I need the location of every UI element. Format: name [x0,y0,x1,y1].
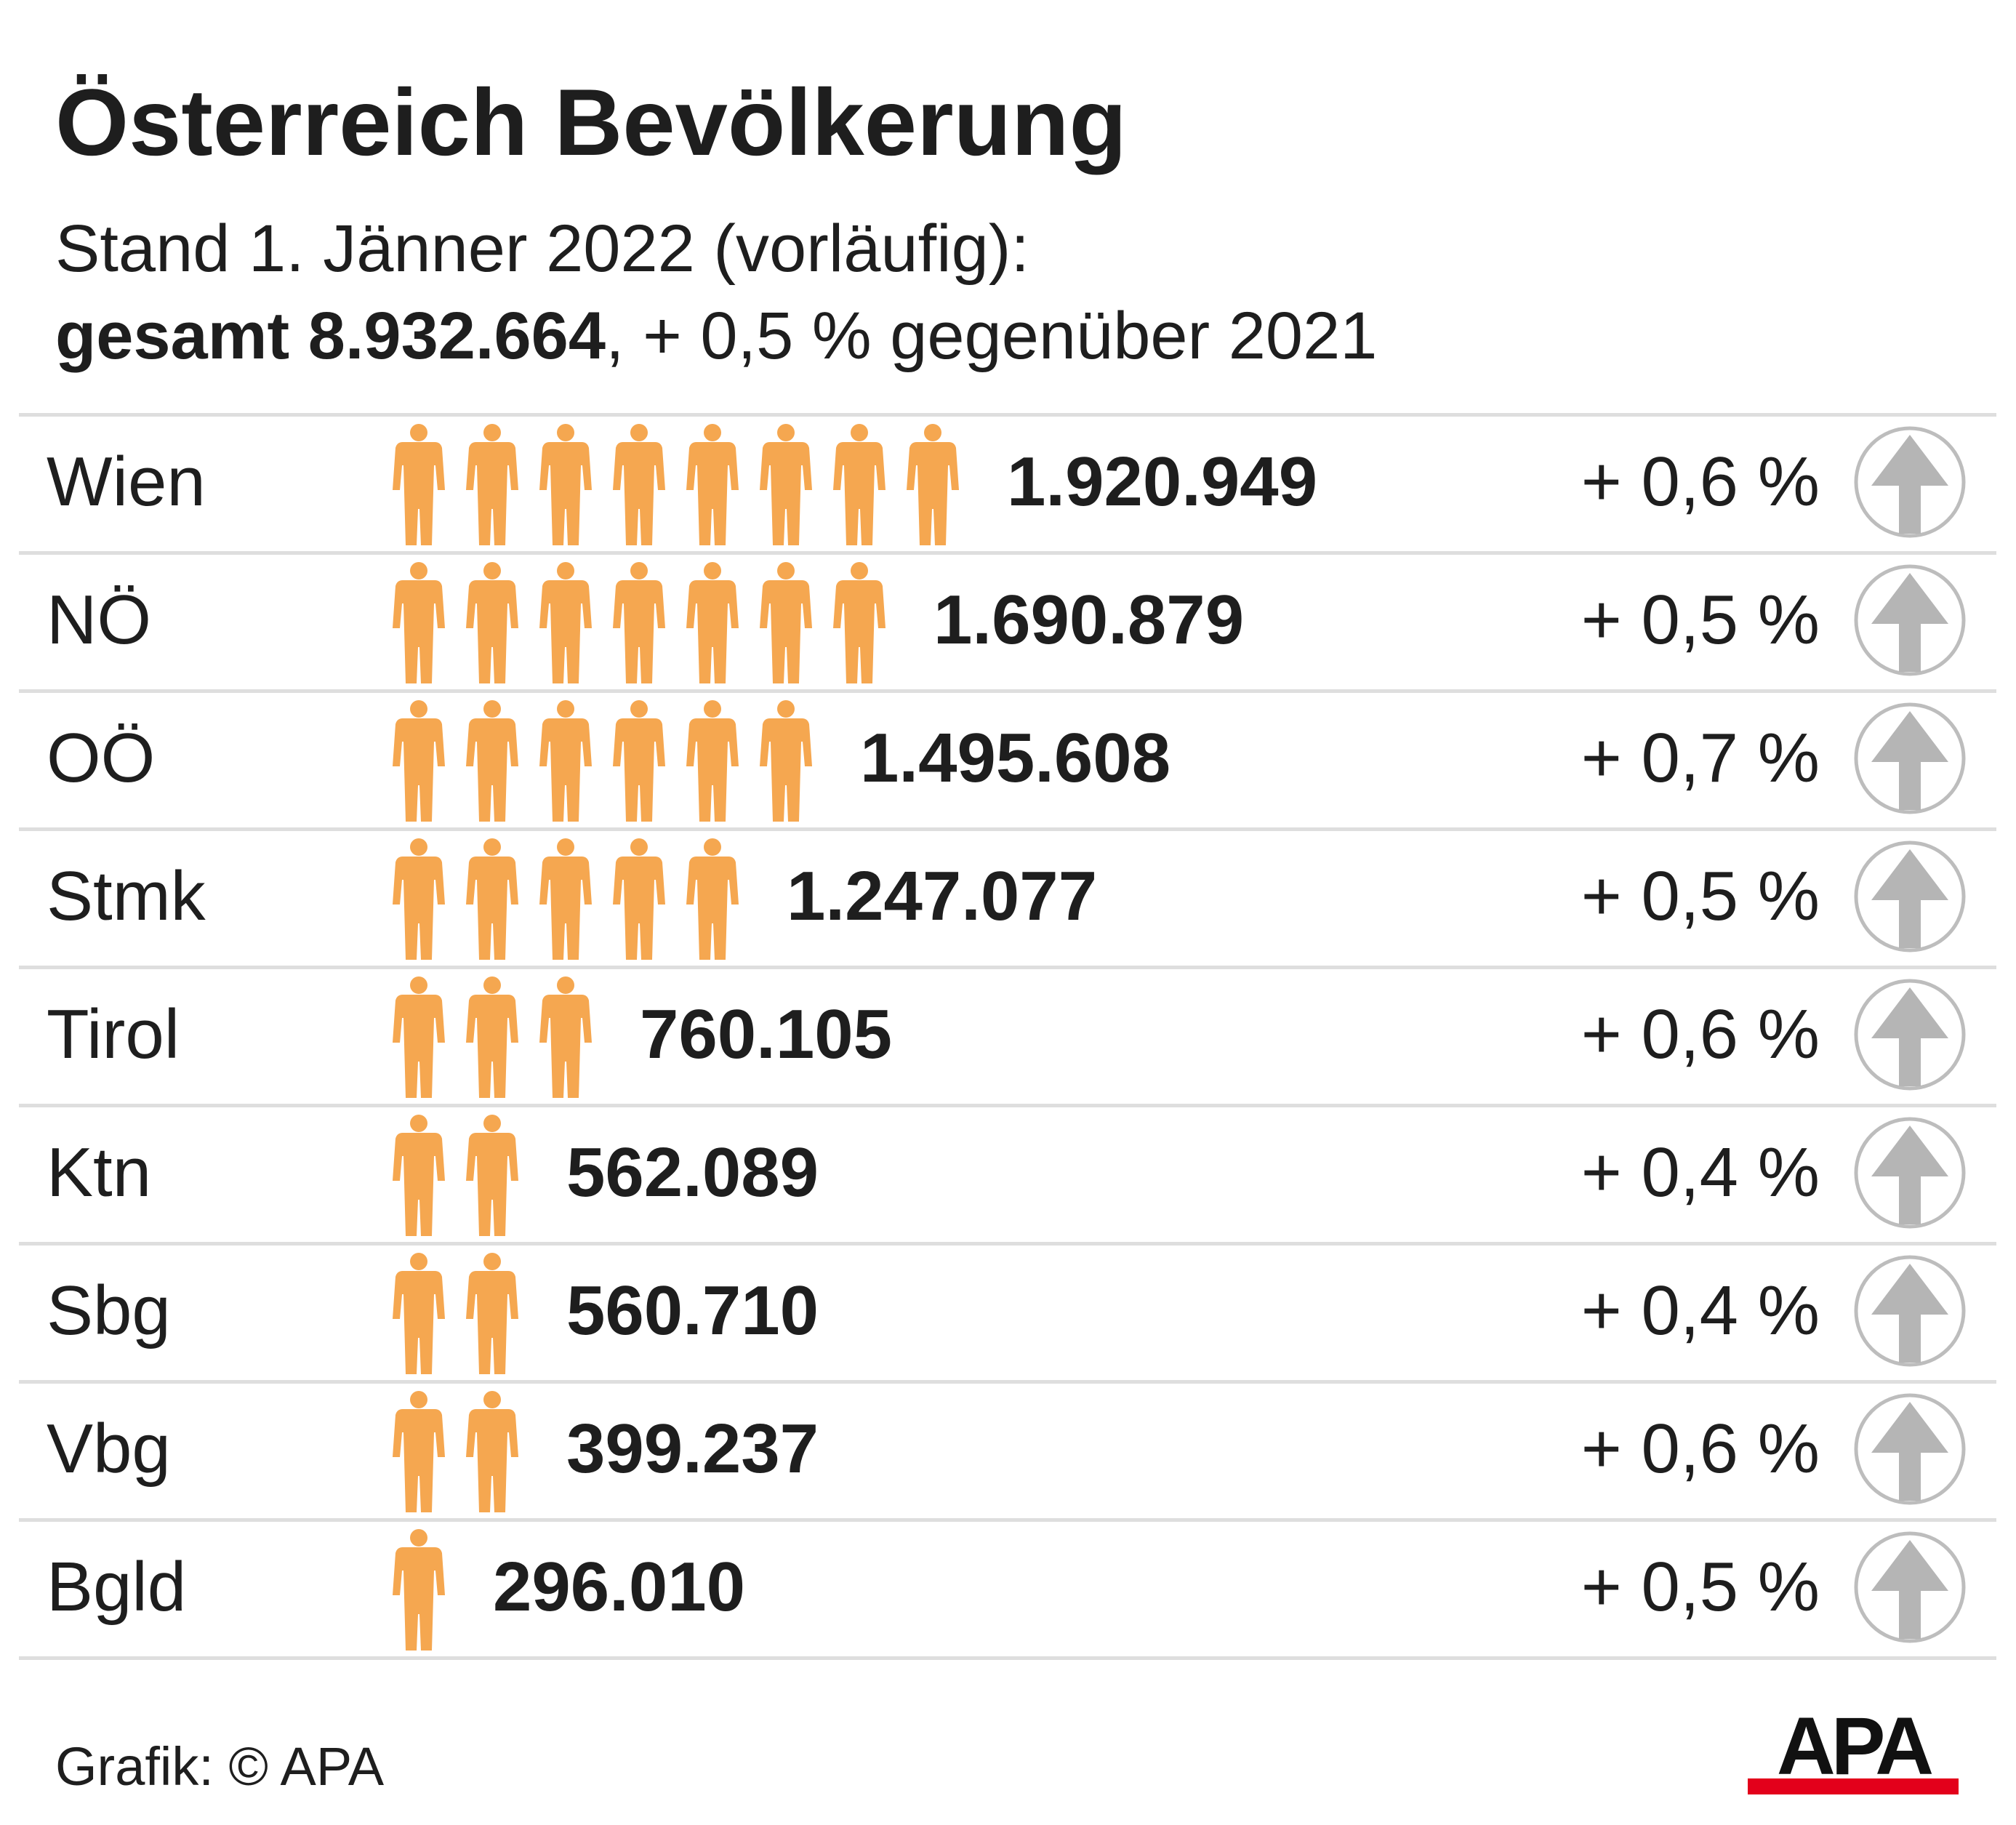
chart-subtitle: Stand 1. Jänner 2022 (vorläufig): [55,212,1029,286]
person-icon [613,562,665,683]
change-percent: + 0,6 % [1581,1410,1820,1488]
total-change: , + 0,5 % gegenüber 2021 [605,299,1378,373]
person-icon [686,424,739,545]
person-icon [393,562,445,683]
region-label: Sbg [47,1272,171,1349]
person-icon [393,1391,445,1512]
region-label: OÖ [47,719,156,797]
region-label: Wien [47,443,206,521]
person-icon [466,1253,518,1374]
arrow-up-icon [1854,841,1966,952]
change-percent: + 0,4 % [1581,1272,1820,1349]
person-icon [686,562,739,683]
region-label: Stmk [47,857,206,935]
person-icon [393,1115,445,1236]
arrow-up-icon [1854,979,1966,1091]
apa-logo: APA [1748,1701,1959,1794]
row-separator [19,551,1996,555]
population-value: 560.710 [566,1272,819,1349]
region-label: Ktn [47,1134,152,1211]
total-line: gesamt 8.932.664, + 0,5 % gegenüber 2021 [55,292,1377,380]
arrow-up-icon [1854,1117,1966,1229]
person-icon [393,1253,445,1374]
source-credit: Grafik: © APA [55,1736,385,1797]
total-value: gesamt 8.932.664 [55,299,606,373]
apa-logo-bar [1748,1778,1959,1794]
person-icon [760,700,812,822]
chart-title: Österreich Bevölkerung [55,69,1127,175]
change-percent: + 0,5 % [1581,581,1820,659]
row-separator [19,1242,1996,1246]
population-value: 296.010 [493,1548,746,1626]
apa-logo-text: APA [1777,1701,1932,1792]
person-icon [613,838,665,960]
row-separator [19,966,1996,969]
arrow-up-icon [1854,1531,1966,1643]
person-icon [466,976,518,1098]
population-value: 562.089 [566,1134,819,1211]
arrow-up-icon [1854,702,1966,814]
person-icon [907,424,959,545]
person-icon [393,424,445,545]
person-icon [613,700,665,822]
person-icon [760,562,812,683]
arrow-up-icon [1854,1393,1966,1505]
person-icon [613,424,665,545]
person-icon [466,700,518,822]
person-icon [393,1529,445,1650]
person-icon [539,562,592,683]
person-icon [466,838,518,960]
change-percent: + 0,4 % [1581,1134,1820,1211]
change-percent: + 0,5 % [1581,1548,1820,1626]
row-separator [19,1656,1996,1660]
person-icon [833,562,885,683]
region-label: Tirol [47,995,180,1073]
population-value: 1.920.949 [1007,443,1318,521]
row-separator [19,1518,1996,1522]
person-icon [393,700,445,822]
region-label: Vbg [47,1410,171,1488]
population-value: 399.237 [566,1410,819,1488]
person-icon [833,424,885,545]
person-icon [539,838,592,960]
region-label: NÖ [47,581,151,659]
person-icon [539,424,592,545]
arrow-up-icon [1854,564,1966,676]
person-icon [686,700,739,822]
person-icon [466,1115,518,1236]
person-icon [393,838,445,960]
population-value: 760.105 [640,995,893,1073]
change-percent: + 0,5 % [1581,857,1820,935]
population-value: 1.495.608 [860,719,1171,797]
row-separator [19,827,1996,831]
row-separator [19,1380,1996,1384]
person-icon [760,424,812,545]
change-percent: + 0,7 % [1581,719,1820,797]
row-separator [19,1104,1996,1107]
person-icon [393,976,445,1098]
change-percent: + 0,6 % [1581,443,1820,521]
person-icon [466,1391,518,1512]
person-icon [539,700,592,822]
arrow-up-icon [1854,1255,1966,1367]
region-label: Bgld [47,1548,187,1626]
change-percent: + 0,6 % [1581,995,1820,1073]
population-value: 1.690.879 [933,581,1245,659]
person-icon [466,562,518,683]
person-icon [539,976,592,1098]
person-icon [686,838,739,960]
row-separator [19,689,1996,693]
row-separator [19,413,1996,417]
population-value: 1.247.077 [787,857,1098,935]
person-icon [466,424,518,545]
arrow-up-icon [1854,426,1966,538]
